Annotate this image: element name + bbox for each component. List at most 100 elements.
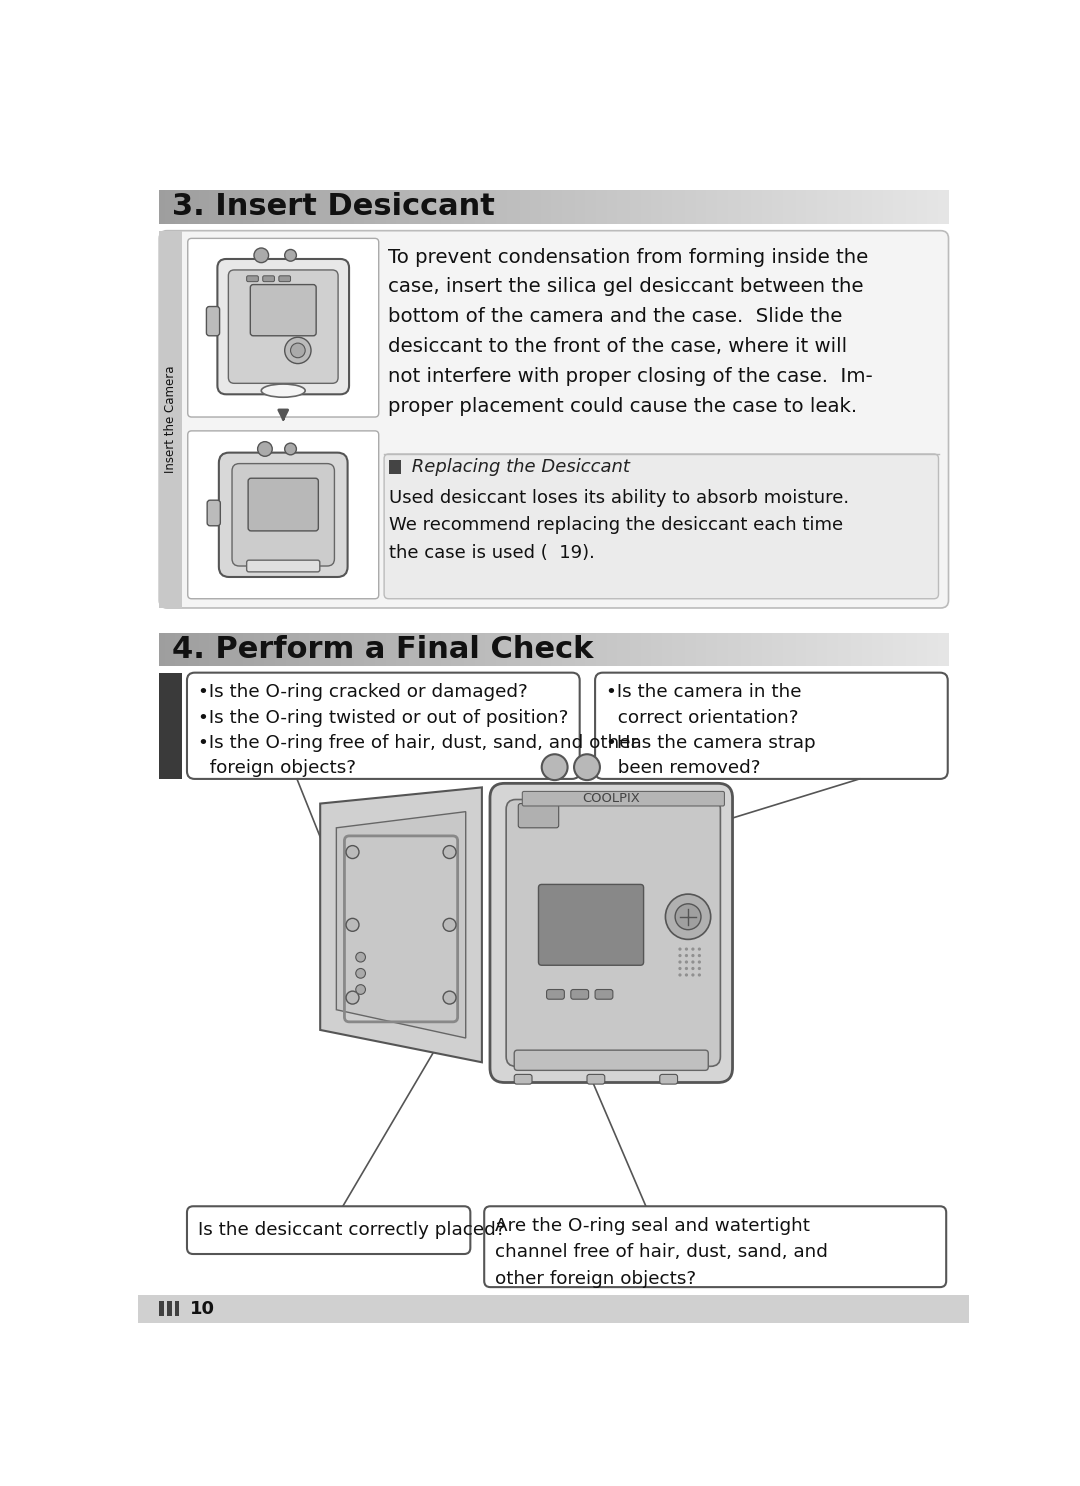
Bar: [880, 190, 883, 224]
FancyBboxPatch shape: [588, 1074, 605, 1085]
Bar: [191, 633, 194, 667]
Bar: [877, 190, 881, 224]
Bar: [167, 1300, 172, 1317]
Bar: [688, 633, 691, 667]
Bar: [840, 190, 845, 224]
Bar: [519, 190, 523, 224]
Bar: [206, 190, 210, 224]
Bar: [551, 190, 555, 224]
Bar: [838, 633, 841, 667]
Bar: [562, 190, 565, 224]
Circle shape: [678, 967, 681, 970]
Circle shape: [665, 895, 711, 939]
Bar: [215, 633, 218, 667]
Bar: [912, 190, 915, 224]
Bar: [309, 633, 312, 667]
FancyBboxPatch shape: [219, 453, 348, 577]
Bar: [896, 190, 900, 224]
Bar: [210, 633, 213, 667]
Bar: [235, 190, 239, 224]
Bar: [622, 190, 625, 224]
Bar: [723, 633, 726, 667]
Text: Insert the Camera: Insert the Camera: [164, 366, 177, 473]
Bar: [831, 190, 834, 224]
FancyBboxPatch shape: [514, 1051, 708, 1070]
Bar: [543, 190, 546, 224]
FancyBboxPatch shape: [262, 276, 274, 282]
Bar: [309, 190, 312, 224]
Bar: [693, 190, 697, 224]
Bar: [322, 190, 326, 224]
Bar: [278, 633, 281, 667]
Bar: [822, 190, 825, 224]
Bar: [402, 633, 405, 667]
Bar: [538, 633, 541, 667]
Bar: [869, 633, 873, 667]
Bar: [551, 633, 555, 667]
Bar: [454, 190, 457, 224]
Bar: [386, 633, 389, 667]
Bar: [607, 190, 610, 224]
Bar: [222, 633, 226, 667]
Bar: [402, 190, 405, 224]
Bar: [891, 190, 894, 224]
Bar: [204, 633, 207, 667]
Bar: [843, 190, 847, 224]
Bar: [630, 190, 634, 224]
Bar: [239, 633, 242, 667]
Bar: [512, 633, 515, 667]
Bar: [816, 190, 821, 224]
Circle shape: [698, 948, 701, 951]
Bar: [257, 190, 260, 224]
FancyBboxPatch shape: [523, 792, 725, 805]
Bar: [314, 190, 318, 224]
Text: •Is the camera in the
  correct orientation?
•Has the camera strap
  been remove: •Is the camera in the correct orientatio…: [606, 684, 815, 777]
Bar: [875, 190, 878, 224]
Text: 10: 10: [190, 1300, 215, 1318]
Bar: [523, 190, 526, 224]
Bar: [459, 190, 462, 224]
Bar: [869, 190, 873, 224]
Bar: [267, 633, 270, 667]
Bar: [523, 633, 526, 667]
Bar: [239, 190, 242, 224]
FancyBboxPatch shape: [206, 306, 219, 336]
Bar: [219, 190, 224, 224]
Bar: [509, 190, 513, 224]
Bar: [680, 633, 684, 667]
Bar: [360, 190, 363, 224]
Bar: [896, 633, 900, 667]
Bar: [554, 633, 557, 667]
Bar: [759, 190, 762, 224]
Bar: [730, 190, 733, 224]
Bar: [241, 633, 244, 667]
Bar: [175, 1300, 179, 1317]
Bar: [554, 190, 557, 224]
Bar: [770, 633, 773, 667]
Bar: [462, 190, 465, 224]
Bar: [565, 633, 568, 667]
Bar: [248, 633, 252, 667]
Bar: [691, 633, 694, 667]
Bar: [572, 633, 576, 667]
Bar: [444, 190, 447, 224]
Bar: [814, 633, 818, 667]
Bar: [919, 190, 923, 224]
Bar: [430, 633, 434, 667]
Bar: [675, 190, 678, 224]
FancyBboxPatch shape: [514, 1074, 532, 1085]
Bar: [862, 633, 865, 667]
Bar: [225, 190, 229, 224]
Bar: [888, 190, 891, 224]
Bar: [738, 190, 742, 224]
FancyBboxPatch shape: [159, 230, 948, 608]
Bar: [536, 633, 539, 667]
Bar: [849, 190, 852, 224]
Bar: [259, 190, 262, 224]
Bar: [257, 633, 260, 667]
Bar: [435, 633, 438, 667]
Bar: [191, 190, 194, 224]
Bar: [299, 190, 302, 224]
FancyBboxPatch shape: [484, 1207, 946, 1287]
Bar: [710, 190, 713, 224]
